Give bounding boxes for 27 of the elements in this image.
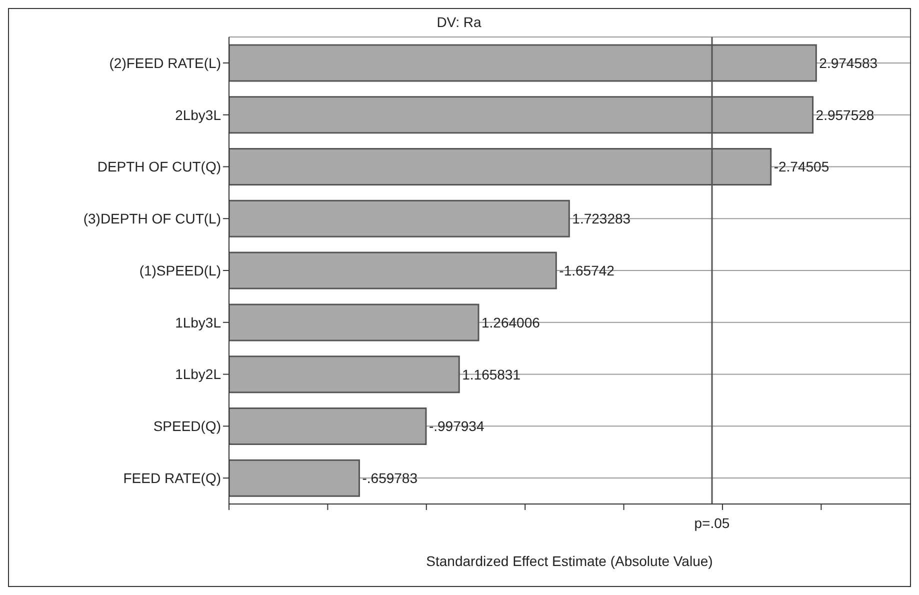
y-tick-label: (2)FEED RATE(L) bbox=[109, 54, 221, 71]
bar bbox=[229, 459, 360, 497]
data-label: 2.957528 bbox=[816, 106, 874, 123]
data-label: 1.264006 bbox=[482, 314, 540, 330]
annotation: -2.74505 bbox=[774, 158, 830, 175]
annotation: -.997934 bbox=[428, 418, 484, 434]
annotation: -.659783 bbox=[362, 470, 418, 486]
annotation: -1.65742 bbox=[559, 262, 615, 278]
y-tick-label: (3)DEPTH OF CUT(L) bbox=[83, 210, 221, 227]
y-tick-label: 1Lby2L bbox=[175, 366, 222, 382]
data-label: 1.723283 bbox=[572, 210, 631, 227]
y-tick-label: 1Lby3L bbox=[175, 314, 222, 330]
chart-title: DV: Ra bbox=[436, 14, 482, 30]
x-axis-title: Standardized Effect Estimate (Absolute Value) bbox=[426, 553, 713, 569]
y-tick-label: SPEED(Q) bbox=[153, 418, 221, 434]
y-tick-label: FEED RATE(Q) bbox=[123, 470, 221, 486]
y-tick-label: (1)SPEED(L) bbox=[139, 262, 221, 278]
bar bbox=[229, 200, 570, 238]
y-tick-label: 2Lby3L bbox=[175, 106, 222, 123]
bar bbox=[229, 356, 460, 394]
data-label: 2.974583 bbox=[819, 55, 878, 71]
bar bbox=[229, 407, 427, 445]
bar bbox=[229, 304, 480, 342]
bar bbox=[229, 252, 557, 290]
y-tick-label: DEPTH OF CUT(Q) bbox=[97, 158, 221, 175]
ref-line-label: p=.05 bbox=[694, 515, 730, 531]
data-label: 1.165831 bbox=[462, 366, 521, 382]
